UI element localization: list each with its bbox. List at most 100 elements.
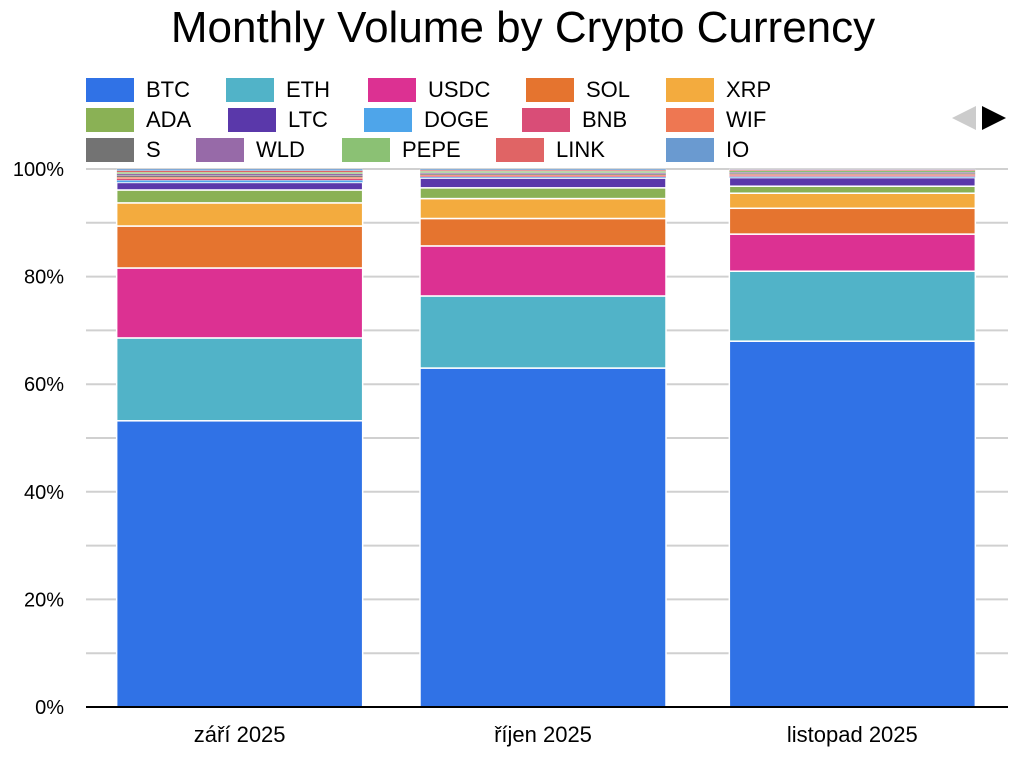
legend-label: BTC [146,77,190,102]
bar-segment-io [116,168,363,171]
legend-swatch [86,138,134,162]
y-tick-label: 0% [35,697,64,719]
legend-label: USDC [428,77,491,102]
legend-swatch [86,78,134,102]
y-tick-label: 20% [24,589,64,611]
legend-item-ltc[interactable]: LTC [228,105,328,135]
legend-label: WIF [726,107,767,132]
bar-segment-bnb [419,175,667,178]
legend-swatch [526,78,574,102]
x-tick-label: listopad 2025 [787,722,918,747]
bar-segment-btc [115,420,364,708]
legend-swatch [368,78,416,102]
bar-segment-ada [115,189,364,204]
y-tick-label: 40% [24,482,64,504]
legend-item-usdc[interactable]: USDC [368,75,490,105]
bar-segment-pepe [116,172,363,174]
legend-item-wif[interactable]: WIF [666,105,766,135]
x-tick-label: říjen 2025 [494,722,592,747]
bar-segment-eth [115,337,364,422]
legend-label: ADA [146,107,192,132]
legend-swatch [522,108,570,132]
legend-item-xrp[interactable]: XRP [666,75,771,105]
legend-label: IO [726,137,750,162]
bar-segment-xrp [728,192,977,210]
y-tick-label: 60% [24,374,64,396]
legend-swatch [496,138,544,162]
legend-item-pepe[interactable]: PEPE [342,135,461,165]
bar-segment-ada [728,185,977,194]
bar-segment-sol [419,217,667,247]
bar-segment-s [419,173,667,176]
legend-label: DOGE [424,107,489,132]
legend-item-bnb[interactable]: BNB [522,105,627,135]
legend-item-sol[interactable]: SOL [526,75,630,105]
legend-label: S [146,137,161,162]
legend-swatch [342,138,390,162]
bar-segment-btc [419,367,667,708]
legend-swatch [86,108,134,132]
bar-segment-bnb [116,178,363,181]
bar-segment-wif [116,176,363,179]
legend-swatch [666,78,714,102]
bar-segment-xrp [115,202,364,227]
legend-label: LINK [556,137,605,162]
legend-label: WLD [256,137,305,162]
legend-item-wld[interactable]: WLD [196,135,305,165]
bar-segment-usdc [115,267,364,339]
bar-segment-btc [728,340,977,708]
bar-segment-pepe [729,170,976,173]
bar-segment-wif [419,174,667,177]
legend-item-s[interactable]: S [86,135,161,165]
bar-segment-wld [419,172,667,174]
legend-item-io[interactable]: IO [666,135,749,165]
x-tick-label: září 2025 [194,722,286,747]
legend-swatch [226,78,274,102]
bar-segment-wld [729,172,976,174]
bar-segment-pepe [419,171,667,173]
bar-segment-io [729,168,976,170]
legend-item-btc[interactable]: BTC [86,75,190,105]
legend-swatch [666,108,714,132]
legend-label: PEPE [402,137,461,162]
bar-segment-sol [728,207,977,235]
bar-segment-link [116,170,363,173]
bar-segment-s [729,173,976,175]
bar-segment-link [419,169,667,172]
bar-segment-ltc [115,181,364,191]
legend-item-link[interactable]: LINK [496,135,605,165]
legend-swatch [196,138,244,162]
legend-item-eth[interactable]: ETH [226,75,330,105]
bar-segment-sol [115,225,364,269]
bar-segment-doge [729,176,976,178]
chart-title: Monthly Volume by Crypto Currency [170,3,876,52]
legend: BTC ETH USDC SOL XRP ADA LTC DOGE BNB WIF S WLD PEPE… [86,75,946,165]
legend-swatch [364,108,412,132]
legend-label: XRP [726,77,772,102]
legend-item-ada[interactable]: ADA [86,105,191,135]
legend-label: LTC [288,107,328,132]
bar-segment-usdc [728,233,977,272]
y-tick-label: 100% [13,159,64,181]
legend-item-doge[interactable]: DOGE [364,105,489,135]
bar-segment-ada [419,187,667,200]
legend-prev-arrow-icon[interactable] [952,106,976,130]
bar-segment-io [419,168,667,171]
bar-segment-link [729,169,976,171]
legend-swatch [666,138,714,162]
legend-label: SOL [586,77,631,102]
bar-segment-doge [116,180,363,183]
bar-segment-wif [729,174,976,176]
y-tick-label: 80% [24,267,64,289]
bar-segment-bnb [729,175,976,177]
legend-swatch [228,108,276,132]
legend-next-arrow-icon[interactable] [982,106,1006,130]
bar-segment-ltc [728,176,977,187]
bar-segment-doge [419,176,667,179]
bar-segment-eth [419,295,667,369]
legend-label: ETH [286,77,330,102]
legend-pager [952,106,1006,130]
bar-segment-usdc [419,245,667,297]
bar-segment-wld [116,173,363,176]
